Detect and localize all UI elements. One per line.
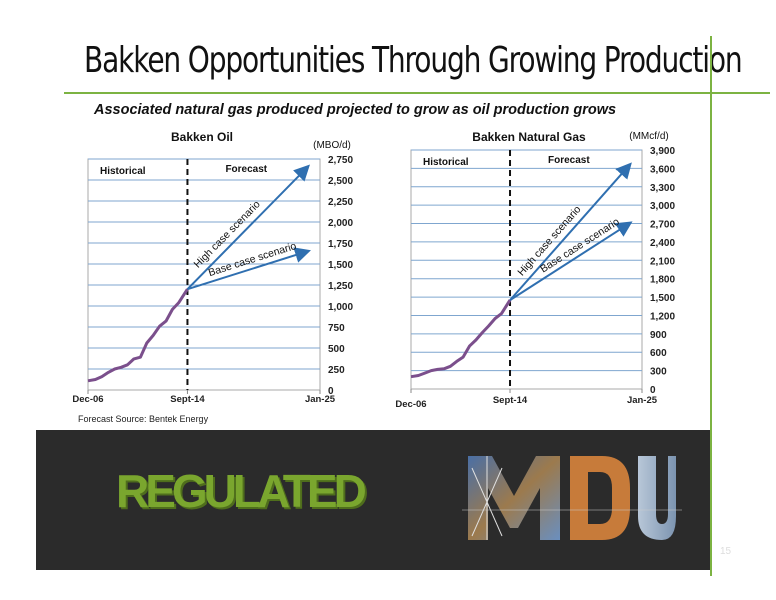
forecast-label: Forecast [225,164,267,175]
y-tick-label: 2,400 [650,238,675,249]
y-tick-label: 2,250 [328,197,353,208]
y-tick-label: 250 [328,365,345,376]
y-tick-label: 1,500 [328,260,353,271]
unit-label: (MBO/d) [313,140,351,151]
y-tick-label: 1,000 [328,302,353,313]
chart-title: Bakken Natural Gas [472,130,586,144]
y-tick-label: 2,100 [650,256,675,267]
x-tick-label: Sept-14 [493,395,528,406]
y-tick-label: 500 [328,344,345,355]
y-tick-label: 2,750 [328,155,353,166]
bakken-oil-chart: 0 250 500 750 1,000 1,250 1,500 1,750 2,000 2,250… [70,128,370,410]
y-tick-label: 2,700 [650,220,675,231]
y-tick-label: 0 [650,385,656,396]
regulated-wordmark: REGULATED [116,465,367,517]
y-tick-label: 1,250 [328,281,353,292]
slide-title: Bakken Opportunities Through Growing Pro… [84,40,743,81]
chart-title: Bakken Oil [171,130,233,144]
y-tick-label: 3,900 [650,146,675,157]
x-tick-label: Jan-25 [627,395,658,406]
historical-label: Historical [423,157,469,168]
base-case-arrow [187,247,311,291]
y-tick-label: 900 [650,330,667,341]
y-tick-label: 1,200 [650,311,675,322]
x-tick-label: Dec-06 [72,394,103,405]
historical-production-line [410,299,512,379]
x-tick-label: Jan-25 [305,394,336,405]
unit-label: (MMcf/d) [629,131,668,142]
high-case-arrow [509,162,632,301]
historical-production-line [87,288,189,383]
y-tick-label: 1,500 [650,293,675,304]
brand-banner [36,430,710,570]
forecast-label: Forecast [548,155,590,166]
chart-svg: 0 250 500 750 1,000 1,250 1,500 1,750 2,000 2,250… [72,130,353,405]
y-tick-label: 3,300 [650,183,675,194]
y-tick-label: 1,800 [650,275,675,286]
x-tick-label: Dec-06 [395,399,426,410]
plot-area [410,149,643,390]
mdu-logo [462,448,682,553]
y-tick-label: 0 [328,386,334,397]
page-number: 15 [720,546,732,557]
historical-label: Historical [100,166,146,177]
high-case-arrow [186,164,310,290]
margin-divider [710,36,712,576]
y-tick-label: 600 [650,348,667,359]
y-tick-label: 2,000 [328,218,353,229]
x-tick-label: Sept-14 [170,394,205,405]
chart-svg: 0 300 600 900 1,200 1,500 1,800 2,100 2,400 2,700… [395,130,675,410]
base-case-arrow [509,221,633,301]
slide-subtitle: Associated natural gas produced projecte… [94,102,617,118]
y-tick-label: 300 [650,367,667,378]
bakken-gas-chart: 0 300 600 900 1,200 1,500 1,800 2,100 2,400 2,700… [393,128,693,416]
title-divider [64,92,770,94]
plot-area [87,158,321,391]
forecast-source-note: Forecast Source: Bentek Energy [78,414,209,424]
y-tick-label: 750 [328,323,345,334]
y-tick-label: 3,600 [650,164,675,175]
y-tick-label: 3,000 [650,201,675,212]
y-tick-label: 1,750 [328,239,353,250]
y-tick-label: 2,500 [328,176,353,187]
